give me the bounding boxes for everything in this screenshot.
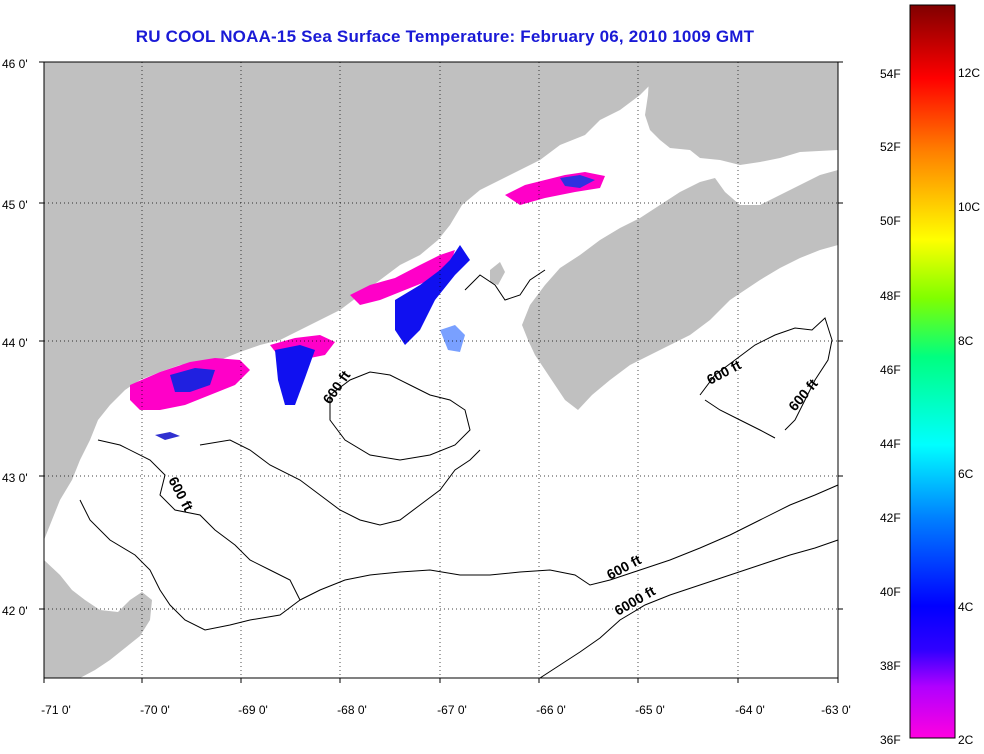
contour-fundy-channel bbox=[464, 269, 546, 301]
lon-label: -64 0' bbox=[735, 703, 765, 717]
map-title: RU COOL NOAA-15 Sea Surface Temperature:… bbox=[135, 27, 755, 46]
graticule bbox=[44, 62, 838, 678]
contour-600ft-georges bbox=[299, 484, 839, 601]
land-grand-manan bbox=[490, 262, 505, 285]
lat-label: 44 0' bbox=[2, 336, 28, 350]
contour-jordan-basin bbox=[329, 371, 471, 461]
land-cape-cod bbox=[44, 560, 152, 678]
sst-swath-western-maine-blue bbox=[170, 368, 215, 392]
sst-swath-offshore-blue bbox=[440, 325, 465, 352]
latitude-labels: 46 0' 45 0' 44 0' 43 0' 42 0' bbox=[2, 57, 28, 618]
bathymetry-contours bbox=[79, 269, 839, 679]
lon-label: -68 0' bbox=[337, 703, 367, 717]
lon-label: -65 0' bbox=[635, 703, 665, 717]
land-maine-new-brunswick bbox=[44, 62, 655, 540]
sst-swath-midcoast-blue bbox=[275, 345, 315, 405]
lat-label: 45 0' bbox=[2, 198, 28, 212]
lon-label: -69 0' bbox=[238, 703, 268, 717]
sst-swath-penobscot bbox=[350, 250, 455, 305]
lon-label: -67 0' bbox=[437, 703, 467, 717]
map-frame bbox=[43, 61, 839, 679]
lat-label: 42 0' bbox=[2, 604, 28, 618]
lon-label: -63 0' bbox=[821, 703, 851, 717]
longitude-labels: -71 0' -70 0' -69 0' -68 0' -67 0' -66 0… bbox=[41, 703, 851, 717]
lon-label: -71 0' bbox=[41, 703, 71, 717]
contour-600ft-ns-inner bbox=[704, 399, 776, 439]
lon-label: -66 0' bbox=[536, 703, 566, 717]
lon-label: -70 0' bbox=[140, 703, 170, 717]
land-nova-scotia bbox=[522, 170, 838, 410]
sst-swaths bbox=[130, 172, 605, 440]
contour-600ft-ns-shelf bbox=[699, 317, 833, 431]
sst-swath-downeast-blue bbox=[560, 175, 595, 188]
sst-swath-penobscot-blue bbox=[395, 245, 470, 345]
sst-swath-cape-ann bbox=[155, 432, 180, 440]
land-new-brunswick-east bbox=[645, 62, 838, 165]
contour-600ft-inner bbox=[199, 439, 481, 526]
lat-label: 43 0' bbox=[2, 471, 28, 485]
axis-ticks bbox=[39, 61, 843, 683]
lat-label: 46 0' bbox=[2, 57, 28, 71]
contour-6000ft bbox=[539, 539, 839, 679]
